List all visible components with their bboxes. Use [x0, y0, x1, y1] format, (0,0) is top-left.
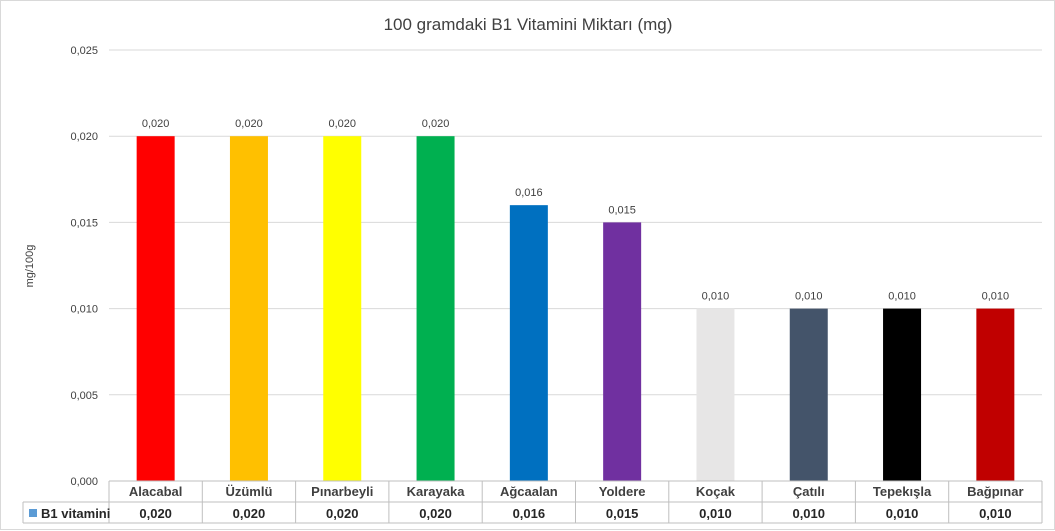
bar [416, 136, 455, 481]
y-tick-label: 0,010 [70, 304, 98, 316]
x-tick-label: Pınarbeyli [311, 484, 373, 499]
x-tick-label: Çatılı [793, 484, 825, 499]
data-label: 0,016 [515, 187, 543, 199]
x-tick-label: Tepekışla [873, 484, 932, 499]
data-label: 0,010 [702, 291, 730, 303]
bar [229, 136, 268, 481]
data-table: Alacabal 0,020 Üzümlü 0,020 Pınarbeyli 0,020 K… [22, 480, 1043, 524]
x-tick-label: Üzümlü [225, 484, 272, 499]
table-cell: 0,015 [606, 506, 639, 521]
table-cell: 0,020 [419, 506, 452, 521]
x-tick-label: Ağcaalan [500, 484, 558, 499]
legend-swatch [29, 509, 37, 517]
table-cell: 0,020 [139, 506, 172, 521]
y-tick-label: 0,020 [70, 131, 98, 143]
table-cell: 0,010 [979, 506, 1012, 521]
data-label: 0,020 [422, 118, 450, 130]
bar [136, 136, 175, 481]
y-tick-label: 0,025 [70, 45, 98, 57]
data-label: 0,010 [795, 291, 823, 303]
bar [509, 205, 548, 481]
data-label: 0,010 [888, 291, 916, 303]
table-cell: 0,020 [233, 506, 266, 521]
x-tick-label: Alacabal [129, 484, 182, 499]
x-tick-label: Karayaka [407, 484, 466, 499]
x-tick-label: Bağpınar [967, 484, 1023, 499]
bar [323, 136, 362, 481]
table-cell: 0,010 [699, 506, 732, 521]
y-axis-title: mg/100g [24, 245, 36, 288]
bars [136, 136, 1015, 481]
legend-series-name: B1 vitamini [41, 506, 110, 521]
y-tick-label: 0,000 [70, 476, 98, 488]
data-label: 0,015 [608, 204, 636, 216]
table-cell: 0,016 [513, 506, 546, 521]
data-label: 0,020 [328, 118, 356, 130]
bar [603, 222, 642, 481]
x-tick-label: Yoldere [599, 484, 646, 499]
data-label: 0,020 [142, 118, 170, 130]
bar [789, 308, 828, 481]
table-cell: 0,010 [792, 506, 825, 521]
table-cell: 0,020 [326, 506, 359, 521]
table-cell: 0,010 [886, 506, 919, 521]
data-label: 0,020 [235, 118, 263, 130]
bar [696, 308, 735, 481]
data-label: 0,010 [982, 291, 1010, 303]
data-labels: 0,020 0,020 0,020 0,020 0,016 0,015 0,010 0,010… [142, 118, 1009, 302]
y-tick-label: 0,015 [70, 217, 98, 229]
chart-title: 100 gramdaki B1 Vitamini Miktarı (mg) [384, 15, 673, 34]
x-tick-label: Koçak [696, 484, 736, 499]
bar [883, 308, 922, 481]
y-tick-label: 0,005 [70, 390, 98, 402]
axes: 0,000 0,005 0,010 0,015 0,020 0,025 [70, 45, 98, 488]
bar [976, 308, 1015, 481]
